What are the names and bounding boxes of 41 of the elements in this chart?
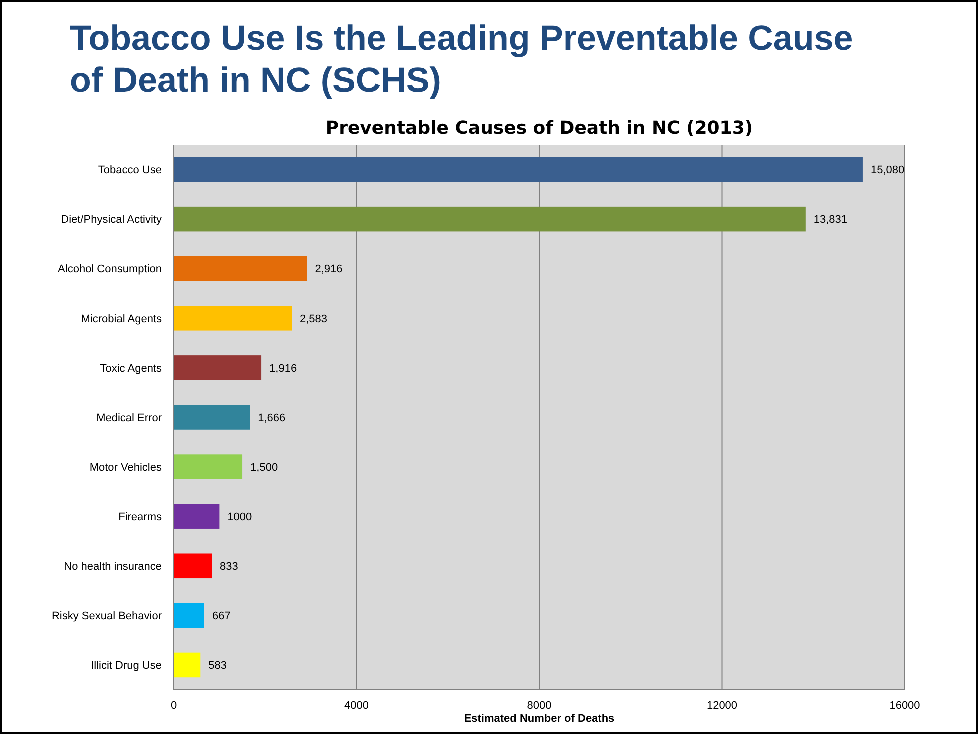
data-label: 2,583: [300, 313, 328, 326]
data-label: 1,500: [250, 462, 278, 474]
y-tick-label: Illicit Drug Use: [91, 660, 162, 672]
y-tick-label: Diet/Physical Activity: [61, 214, 162, 226]
chart-title: Tobacco Use Is the Leading Preventable Cause of Death in NC (SCHS): [70, 19, 854, 100]
y-tick-label: Medical Error: [96, 412, 162, 424]
y-tick-label: Firearms: [118, 511, 162, 524]
data-label: 583: [208, 660, 227, 672]
y-tick-label: Tobacco Use: [98, 164, 162, 177]
y-tick-label: Risky Sexual Behavior: [52, 610, 162, 623]
y-tick-label: Alcohol Consumption: [58, 264, 162, 276]
y-tick-label: Toxic Agents: [100, 362, 162, 375]
data-label: 667: [212, 610, 231, 623]
x-tick-label: 12000: [706, 700, 738, 712]
bar: [174, 356, 262, 380]
bar: [174, 157, 863, 182]
bar: [174, 603, 204, 628]
x-axis-title: Estimated Number of Deaths: [464, 713, 615, 725]
bar: [174, 256, 308, 282]
bar: [174, 306, 292, 331]
bar: [174, 554, 212, 579]
y-tick-label: No health insurance: [64, 560, 162, 573]
bar: [174, 504, 220, 529]
data-label: 13,831: [814, 214, 848, 226]
bar: [174, 454, 243, 480]
x-tick-label: 0: [170, 700, 178, 712]
chart-subtitle: Preventable Causes of Death in NC (2013): [326, 118, 754, 139]
bar: [174, 652, 201, 678]
data-label: 1000: [228, 511, 252, 524]
x-tick-label: 8000: [527, 700, 552, 712]
y-tick-label: Motor Vehicles: [90, 462, 162, 474]
x-tick-label: 16000: [890, 700, 920, 712]
bar: [174, 206, 806, 232]
data-label: 833: [220, 560, 238, 573]
data-label: 2,916: [315, 264, 343, 276]
data-label: 1,916: [270, 362, 298, 375]
data-label: 1,666: [258, 412, 286, 424]
y-tick-label: Microbial Agents: [81, 313, 162, 326]
x-tick-label: 4000: [344, 700, 369, 712]
bar: [174, 405, 250, 430]
data-label: 15,080: [870, 164, 905, 177]
